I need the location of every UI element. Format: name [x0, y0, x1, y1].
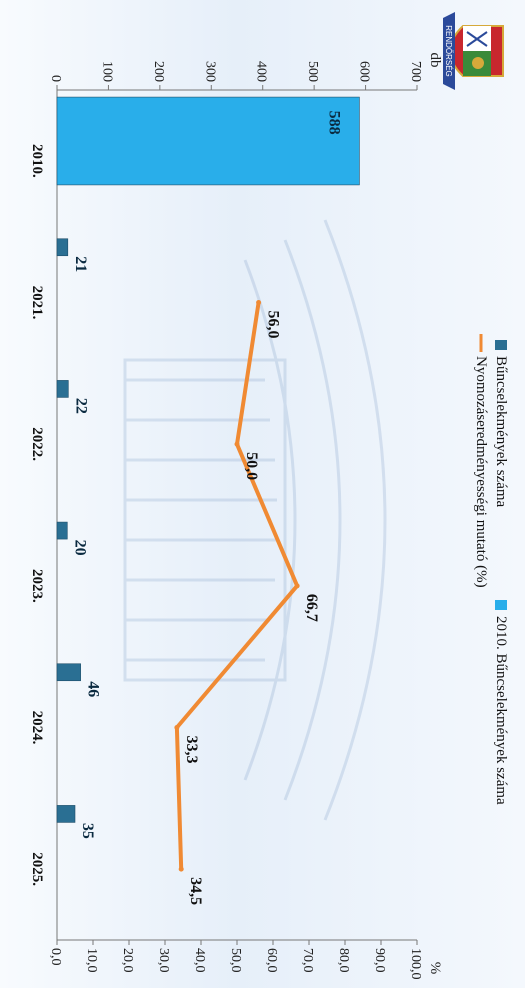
bar-value-label: 20 [71, 540, 88, 556]
left-tick-label: 100 [99, 61, 114, 82]
right-tick-label: 100,0 [408, 948, 423, 980]
line-series-path [174, 302, 300, 870]
x-category-label: 2010. [29, 144, 45, 178]
right-tick-label: 60,0 [264, 948, 279, 973]
right-tick-label: 20,0 [120, 948, 135, 973]
line-value-label: 50,0 [243, 452, 260, 480]
line-point [174, 725, 180, 730]
left-tick-label: 0 [48, 75, 63, 82]
bar [56, 238, 69, 257]
legend-label: Nyomozáseredményességi mutató (%) [473, 356, 489, 588]
bar [56, 521, 68, 540]
legend-swatch [495, 340, 507, 350]
bar-value-label: 35 [79, 823, 96, 839]
right-tick-label: 50,0 [228, 948, 243, 973]
legend-label: 2010. Bűncselekmények száma [493, 616, 509, 805]
bar [56, 96, 360, 186]
x-category-label: 2023. [29, 569, 45, 603]
legend-swatch [495, 600, 507, 610]
bar-value-label: 46 [85, 681, 102, 697]
right-tick-label: 40,0 [192, 948, 207, 973]
line-value-label: 34,5 [187, 877, 204, 905]
right-axis-unit: % [427, 962, 443, 975]
bar [56, 805, 76, 823]
legend-label: Bűncselekmények száma [493, 356, 509, 508]
left-tick-label: 400 [254, 61, 269, 82]
bar [56, 663, 81, 682]
right-tick-label: 30,0 [156, 948, 171, 973]
left-tick-label: 600 [357, 61, 372, 82]
x-category-label: 2024. [29, 711, 45, 745]
bar-value-label: 588 [325, 111, 342, 135]
line-value-label: 33,3 [183, 736, 200, 764]
bar [56, 380, 69, 398]
right-tick-label: 10,0 [84, 948, 99, 973]
x-category-label: 2022. [29, 427, 45, 461]
x-category-label: 2021. [29, 286, 45, 320]
line-value-label: 56,0 [265, 311, 282, 339]
x-category-label: 2025. [29, 852, 45, 886]
left-tick-label: 300 [202, 61, 217, 82]
line-point [178, 866, 184, 872]
left-tick-label: 700 [408, 61, 423, 82]
police-emblem-icon: RENDŐRSÉG [443, 12, 504, 90]
right-tick-label: 0,0 [48, 948, 63, 966]
line-point [234, 441, 240, 447]
left-tick-label: 500 [305, 61, 320, 82]
right-tick-label: 80,0 [336, 948, 351, 973]
svg-text:RENDŐRSÉG: RENDŐRSÉG [444, 25, 453, 77]
right-tick-label: 90,0 [372, 948, 387, 973]
line-point [256, 300, 262, 305]
right-tick-label: 70,0 [300, 948, 315, 973]
left-tick-label: 200 [151, 61, 166, 82]
line-value-label: 66,7 [303, 594, 320, 622]
bar-value-label: 22 [72, 398, 89, 414]
left-axis-unit: db [427, 53, 443, 68]
bar-value-label: 21 [72, 256, 89, 272]
line-point [294, 583, 300, 589]
